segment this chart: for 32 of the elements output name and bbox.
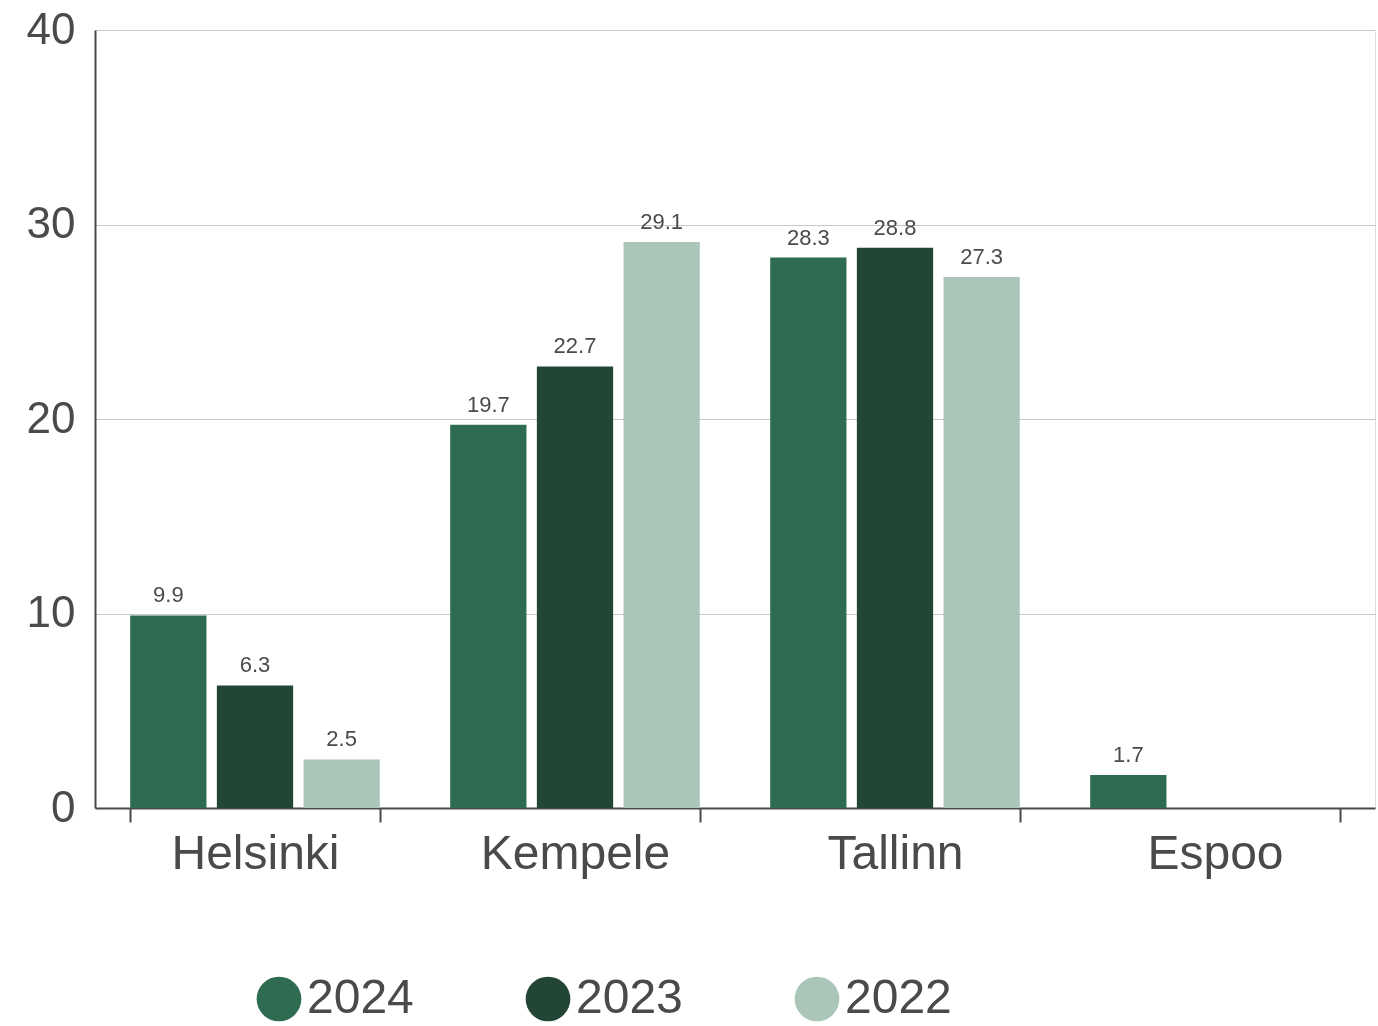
data-label: 9.9: [153, 582, 184, 608]
y-tick-label: 0: [51, 781, 76, 831]
x-tick-label: Espoo: [1147, 825, 1284, 879]
bar: [450, 424, 527, 808]
bar: [943, 277, 1020, 808]
y-tick-label: 20: [26, 392, 76, 442]
y-tick-label: 30: [26, 198, 76, 247]
x-tick-label: Tallinn: [827, 825, 964, 879]
bar: [130, 615, 207, 808]
x-tick-label: Kempele: [480, 825, 671, 879]
legend-label: 2024: [307, 970, 414, 1023]
bar: [1090, 774, 1167, 808]
bar: [303, 759, 380, 808]
data-label: 22.7: [553, 333, 597, 359]
data-label: 1.7: [1113, 741, 1144, 767]
bar: [536, 366, 614, 808]
data-label: 19.7: [466, 391, 510, 417]
bar: [856, 247, 934, 808]
bar: [623, 242, 700, 808]
bar: [770, 257, 847, 808]
legend-label: 2023: [576, 970, 683, 1023]
legend-label: 2022: [845, 970, 952, 1023]
data-label: 28.3: [786, 224, 830, 250]
y-tick-label: 40: [26, 3, 76, 53]
data-label: 27.3: [960, 244, 1004, 270]
data-label: 2.5: [326, 726, 357, 752]
data-label: 6.3: [239, 652, 271, 678]
bar: [216, 685, 294, 808]
x-tick-label: Helsinki: [171, 825, 340, 879]
y-tick-label: 10: [26, 587, 76, 636]
data-label: 29.1: [640, 209, 684, 235]
data-label: 28.8: [873, 214, 917, 240]
